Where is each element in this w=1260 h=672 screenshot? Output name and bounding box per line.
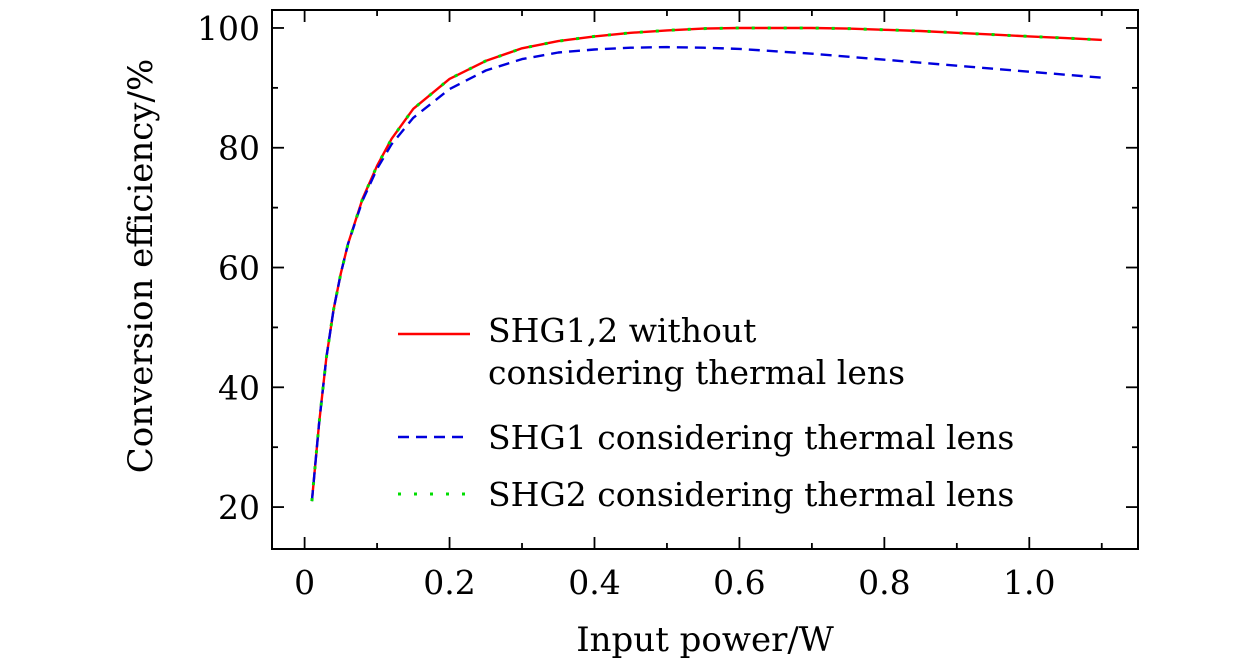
legend-label-2: SHG1 considering thermal lens [488, 418, 1014, 457]
x-tick-label: 0.4 [568, 563, 620, 602]
x-tick-label: 0 [294, 563, 315, 602]
y-axis-title: Conversion efficiency/% [121, 59, 161, 474]
y-tick-label: 100 [197, 9, 260, 48]
y-tick-label: 20 [218, 488, 260, 527]
plot-frame [271, 9, 1139, 550]
series-line-2 [310, 45, 1102, 502]
ticks-layer: 0 0.2 0.4 0.6 0.8 1.0 20 40 60 80 100 [197, 9, 1138, 602]
legend-label-1: SHG1,2 without [488, 311, 756, 350]
x-tick-label: 0.8 [858, 563, 910, 602]
y-tick-label: 60 [218, 249, 260, 288]
y-tick-label: 40 [218, 368, 260, 407]
x-tick-label: 0.2 [423, 563, 475, 602]
x-axis-title: Input power/W [576, 620, 834, 660]
legend-label-3: SHG2 considering thermal lens [488, 475, 1014, 514]
x-tick-label: 1.0 [1003, 563, 1055, 602]
y-tick-label: 80 [218, 129, 260, 168]
legend-label-1: considering thermal lens [488, 353, 905, 392]
series-layer [310, 26, 1102, 502]
series-line-3 [310, 26, 1102, 502]
x-tick-label: 0.6 [713, 563, 765, 602]
